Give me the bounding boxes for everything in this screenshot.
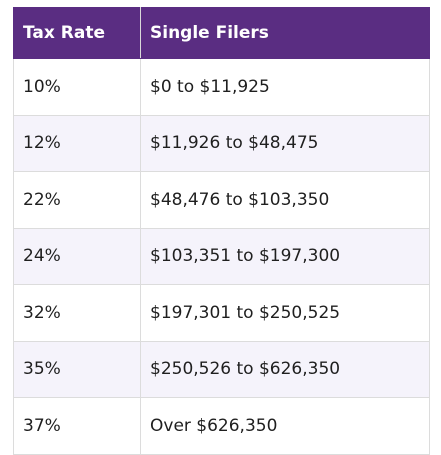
income-range-cell: $250,526 to $626,350 bbox=[140, 340, 430, 398]
tax-rate-cell: 12% bbox=[13, 114, 141, 172]
income-range-cell: $197,301 to $250,525 bbox=[140, 284, 430, 342]
table-row: 35% $250,526 to $626,350 bbox=[13, 340, 430, 398]
table-row: 32% $197,301 to $250,525 bbox=[13, 284, 430, 342]
table-row: 22% $48,476 to $103,350 bbox=[13, 171, 430, 229]
tax-bracket-table-container: Tax Rate Single Filers 10% $0 to $11,925… bbox=[13, 7, 430, 455]
table-row: 10% $0 to $11,925 bbox=[13, 58, 430, 116]
table-row: 24% $103,351 to $197,300 bbox=[13, 227, 430, 285]
income-range-cell: Over $626,350 bbox=[140, 397, 430, 455]
header-row: Tax Rate Single Filers bbox=[13, 7, 430, 59]
tax-rate-cell: 24% bbox=[13, 227, 141, 285]
header-single-filers: Single Filers bbox=[140, 7, 430, 59]
table-body: 10% $0 to $11,925 12% $11,926 to $48,475… bbox=[13, 58, 430, 455]
table-row: 12% $11,926 to $48,475 bbox=[13, 114, 430, 172]
tax-rate-cell: 37% bbox=[13, 397, 141, 455]
tax-bracket-table: Tax Rate Single Filers 10% $0 to $11,925… bbox=[13, 7, 430, 455]
income-range-cell: $0 to $11,925 bbox=[140, 58, 430, 116]
table-header: Tax Rate Single Filers bbox=[13, 7, 430, 59]
header-tax-rate: Tax Rate bbox=[13, 7, 141, 59]
tax-rate-cell: 35% bbox=[13, 340, 141, 398]
tax-rate-cell: 10% bbox=[13, 58, 141, 116]
table-row: 37% Over $626,350 bbox=[13, 397, 430, 455]
income-range-cell: $48,476 to $103,350 bbox=[140, 171, 430, 229]
income-range-cell: $103,351 to $197,300 bbox=[140, 227, 430, 285]
tax-rate-cell: 22% bbox=[13, 171, 141, 229]
income-range-cell: $11,926 to $48,475 bbox=[140, 114, 430, 172]
tax-rate-cell: 32% bbox=[13, 284, 141, 342]
